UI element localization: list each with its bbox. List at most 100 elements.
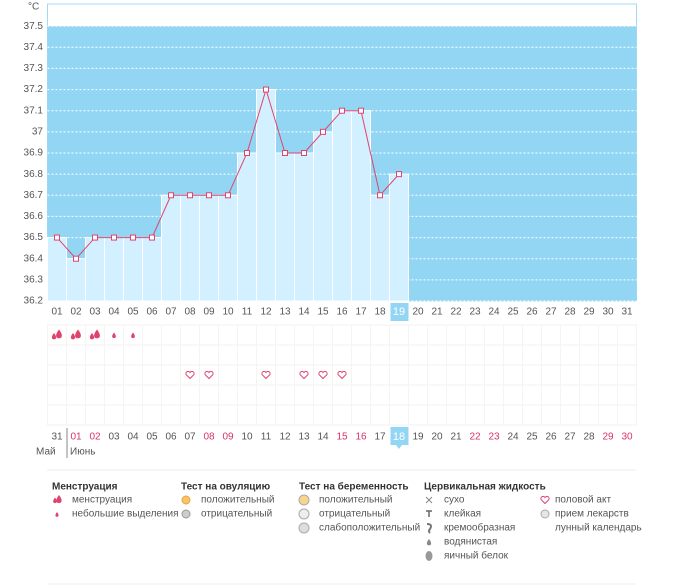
x-tick-label: 16: [336, 307, 348, 318]
temperature-point: [130, 234, 136, 241]
legend-icon: [540, 495, 550, 505]
legend-title: Цервикальная жидкость: [424, 482, 546, 493]
temperature-bar: [256, 89, 276, 302]
date-label: 07: [184, 432, 196, 443]
x-tick-label: 29: [583, 307, 595, 318]
legend-item: водянистая: [444, 537, 497, 548]
legend-item: отрицательный: [319, 509, 390, 520]
temperature-point: [282, 150, 288, 156]
y-tick-label: 37.1: [24, 105, 44, 116]
x-tick-label: 24: [488, 307, 500, 318]
legend-item: положительный: [201, 495, 274, 506]
x-tick-label: 26: [526, 307, 538, 318]
legend-icon: [541, 523, 546, 533]
date-label: 21: [450, 432, 462, 443]
y-tick-label: 36.8: [24, 169, 44, 180]
temperature-point: [225, 192, 231, 199]
temperature-bar: [66, 258, 86, 302]
temperature-point: [92, 234, 98, 241]
today-pointer: [396, 445, 402, 449]
x-tick-label: 06: [146, 307, 158, 318]
date-label: 08: [203, 432, 215, 443]
x-tick-label: 15: [317, 307, 329, 318]
date-label: 05: [146, 432, 158, 443]
temperature-point: [168, 192, 174, 199]
x-tick-label: 14: [298, 307, 310, 318]
date-label: 11: [261, 432, 272, 443]
date-label: 28: [583, 432, 595, 443]
spotting-icon: [112, 332, 116, 339]
temperature-point: [358, 107, 364, 114]
temperature-point: [111, 234, 117, 241]
intercourse-icon: [299, 370, 309, 380]
x-tick-label: 20: [412, 307, 424, 318]
temperature-bar: [199, 194, 219, 302]
y-tick-label: 36.5: [24, 232, 44, 243]
legend-icon: [426, 523, 432, 534]
legend-icon: [55, 512, 59, 517]
date-label: 23: [488, 432, 500, 443]
legend-item: лунный календарь: [555, 523, 642, 534]
spotting-icon: [131, 332, 135, 339]
date-label: 27: [564, 432, 576, 443]
temperature-bar: [294, 152, 314, 302]
temperature-point: [54, 234, 60, 241]
x-tick-label: 21: [431, 307, 443, 318]
y-tick-label: 37.5: [24, 21, 44, 32]
temperature-point: [396, 171, 402, 178]
x-tick-label: 13: [279, 307, 291, 318]
legend-title: Тест на беременность: [299, 481, 409, 493]
date-label: 19: [412, 432, 424, 443]
temperature-point: [73, 255, 79, 262]
x-tick-label: 12: [260, 307, 272, 318]
x-tick-label: 25: [507, 307, 519, 318]
x-tick-label: 08: [184, 307, 196, 318]
menstruation-icon: [51, 329, 62, 340]
date-label: 24: [507, 432, 519, 443]
legend-item: кремообразная: [444, 522, 515, 534]
date-label: 02: [89, 432, 101, 443]
date-label: 22: [469, 432, 481, 443]
temperature-bar: [275, 152, 295, 302]
x-tick-label: 19: [393, 306, 405, 318]
temperature-point: [206, 192, 212, 199]
temperature-bar: [142, 237, 162, 302]
date-label: 30: [621, 432, 633, 443]
temperature-point: [320, 128, 326, 135]
temperature-point: [263, 86, 269, 93]
legend-icon: [181, 495, 191, 505]
date-label: 01: [70, 432, 82, 443]
y-tick-label: 36.2: [24, 296, 44, 307]
temperature-bar: [389, 173, 409, 302]
legend-icon: [298, 522, 310, 534]
y-tick-label: 36.3: [24, 274, 44, 285]
date-label: 04: [127, 432, 139, 443]
temperature-point: [339, 107, 345, 114]
temperature-bar: [237, 152, 257, 302]
x-tick-label: 17: [355, 307, 367, 318]
legend-item: небольшие выделения: [72, 508, 179, 520]
y-tick-label: 37.3: [24, 63, 44, 74]
x-tick-label: 10: [222, 307, 234, 318]
today-box: [390, 427, 409, 445]
x-tick-label: 04: [108, 307, 120, 318]
y-tick-label: 37.2: [24, 84, 44, 95]
legend-icon: [425, 496, 433, 504]
legend-item: положительный: [319, 495, 392, 506]
date-label: 20: [431, 432, 443, 443]
legend-icon: [298, 494, 310, 506]
date-label: 14: [317, 432, 329, 443]
x-tick-label: 22: [450, 307, 462, 318]
legend-item: половой акт: [555, 495, 611, 506]
intercourse-icon: [185, 370, 195, 380]
temperature-bar: [370, 194, 390, 302]
intercourse-icon: [261, 370, 271, 380]
x-tick-label: 07: [165, 307, 177, 318]
date-label: 18: [393, 431, 405, 443]
month-label: Май: [36, 447, 56, 458]
x-tick-label: 31: [621, 307, 633, 318]
y-tick-label: 36.7: [24, 190, 44, 201]
temperature-point: [301, 150, 307, 156]
legend-item: менструация: [72, 495, 132, 506]
